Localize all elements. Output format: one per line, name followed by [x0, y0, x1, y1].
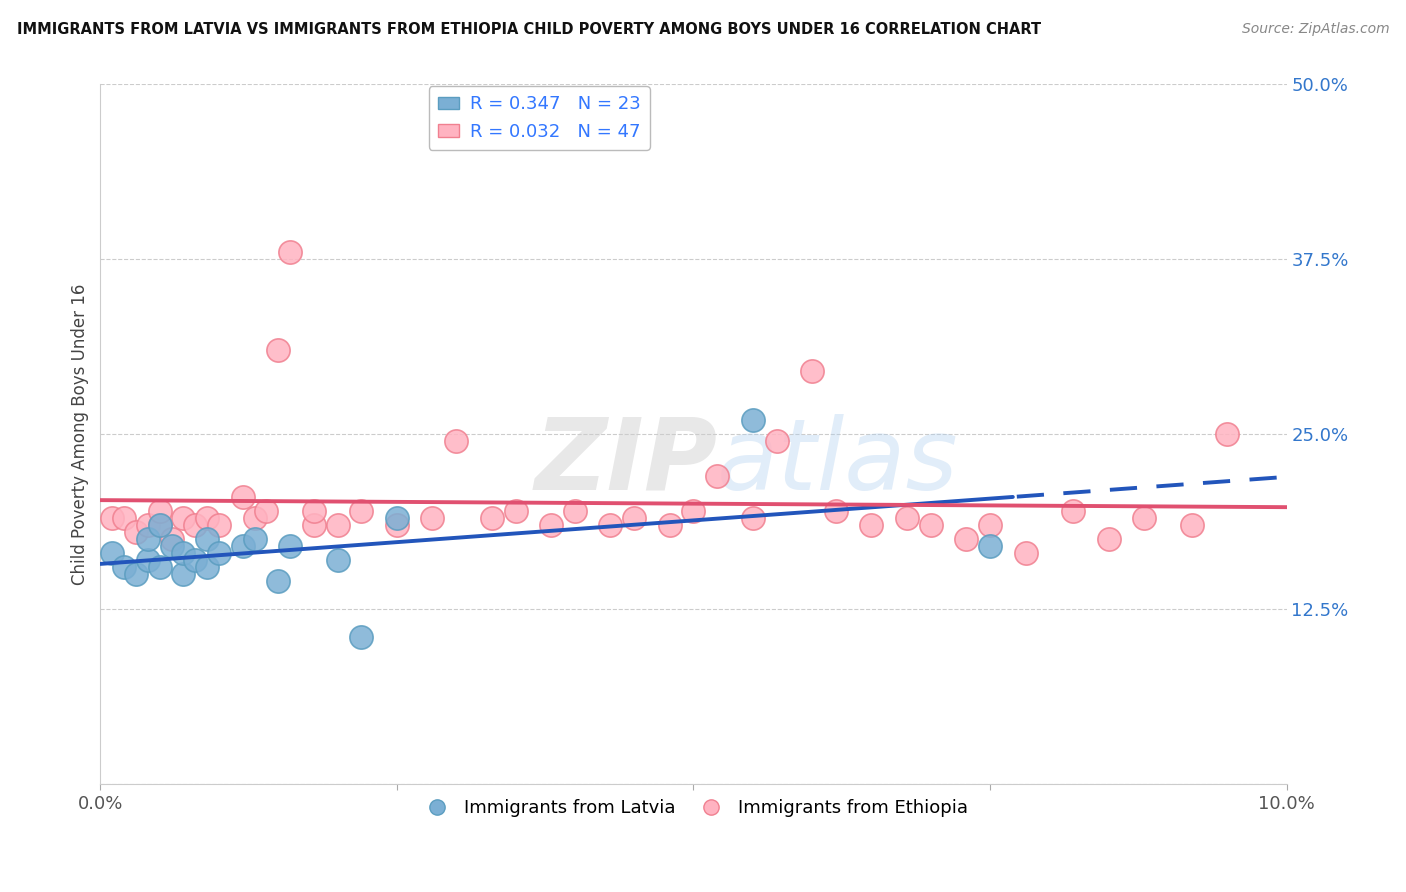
Point	[1062, 504, 1084, 518]
Point	[979, 518, 1001, 533]
Point	[824, 504, 846, 518]
Point	[505, 504, 527, 518]
Point	[195, 533, 218, 547]
Point	[302, 504, 325, 518]
Point	[599, 518, 621, 533]
Point	[444, 434, 467, 449]
Point	[540, 518, 562, 533]
Point	[326, 553, 349, 567]
Point	[243, 533, 266, 547]
Point	[208, 546, 231, 560]
Point	[160, 533, 183, 547]
Point	[1181, 518, 1204, 533]
Point	[896, 511, 918, 525]
Point	[422, 511, 444, 525]
Point	[1098, 533, 1121, 547]
Point	[254, 504, 277, 518]
Point	[136, 533, 159, 547]
Point	[1014, 546, 1036, 560]
Point	[149, 518, 172, 533]
Point	[125, 567, 148, 582]
Point	[101, 511, 124, 525]
Legend: Immigrants from Latvia, Immigrants from Ethiopia: Immigrants from Latvia, Immigrants from …	[412, 792, 976, 824]
Point	[125, 525, 148, 540]
Point	[350, 631, 373, 645]
Point	[136, 518, 159, 533]
Text: IMMIGRANTS FROM LATVIA VS IMMIGRANTS FROM ETHIOPIA CHILD POVERTY AMONG BOYS UNDE: IMMIGRANTS FROM LATVIA VS IMMIGRANTS FRO…	[17, 22, 1040, 37]
Point	[101, 546, 124, 560]
Point	[385, 511, 408, 525]
Point	[623, 511, 645, 525]
Point	[149, 518, 172, 533]
Point	[184, 553, 207, 567]
Point	[860, 518, 883, 533]
Point	[801, 364, 824, 378]
Point	[172, 511, 194, 525]
Point	[232, 540, 254, 554]
Point	[267, 343, 290, 358]
Point	[184, 518, 207, 533]
Text: ZIP: ZIP	[534, 414, 717, 511]
Point	[232, 491, 254, 505]
Point	[741, 413, 763, 427]
Point	[326, 518, 349, 533]
Point	[243, 511, 266, 525]
Point	[302, 518, 325, 533]
Point	[112, 560, 135, 574]
Text: atlas: atlas	[717, 414, 959, 511]
Point	[350, 504, 373, 518]
Point	[160, 540, 183, 554]
Point	[149, 504, 172, 518]
Point	[955, 533, 977, 547]
Point	[741, 511, 763, 525]
Point	[267, 574, 290, 589]
Point	[706, 469, 728, 483]
Point	[149, 560, 172, 574]
Point	[112, 511, 135, 525]
Point	[765, 434, 787, 449]
Point	[172, 567, 194, 582]
Text: Source: ZipAtlas.com: Source: ZipAtlas.com	[1241, 22, 1389, 37]
Point	[920, 518, 942, 533]
Point	[385, 518, 408, 533]
Point	[195, 511, 218, 525]
Point	[481, 511, 503, 525]
Point	[278, 245, 301, 260]
Point	[1216, 427, 1239, 442]
Y-axis label: Child Poverty Among Boys Under 16: Child Poverty Among Boys Under 16	[72, 284, 89, 585]
Point	[658, 518, 681, 533]
Point	[208, 518, 231, 533]
Point	[195, 560, 218, 574]
Point	[278, 540, 301, 554]
Point	[564, 504, 586, 518]
Point	[682, 504, 704, 518]
Point	[136, 553, 159, 567]
Point	[1133, 511, 1156, 525]
Point	[979, 540, 1001, 554]
Point	[172, 546, 194, 560]
